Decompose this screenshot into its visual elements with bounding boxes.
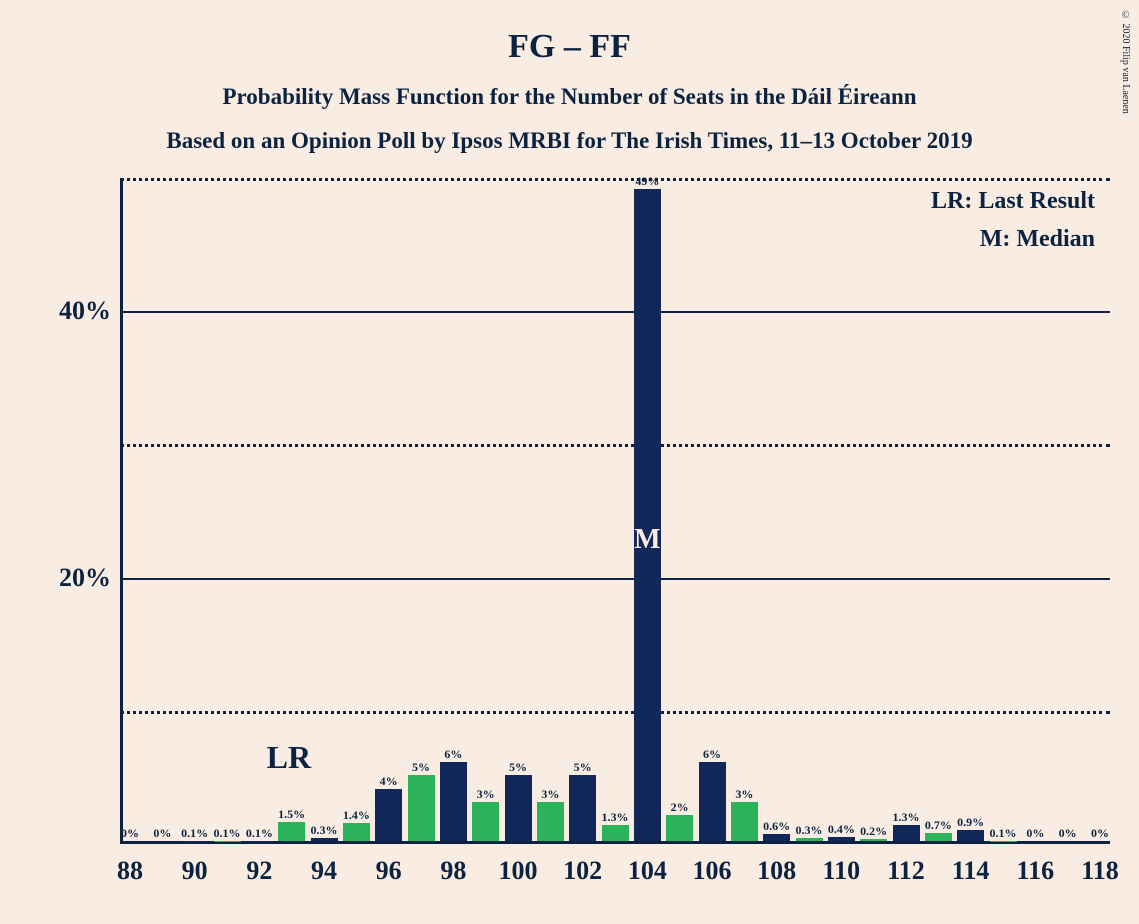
bar-value-label: 5%	[509, 760, 527, 775]
bar-value-label: 49%	[635, 174, 659, 189]
x-axis-label: 90	[182, 856, 208, 886]
bar-value-label: 3%	[735, 787, 753, 802]
bar-value-label: 0.2%	[860, 824, 887, 839]
bar	[505, 775, 532, 841]
bar-value-label: 0%	[1026, 826, 1044, 841]
gridline-minor	[120, 711, 1110, 714]
bar-value-label: 5%	[574, 760, 592, 775]
gridline-minor	[120, 444, 1110, 447]
bar	[634, 189, 661, 841]
bar	[472, 802, 499, 841]
bar	[763, 834, 790, 841]
y-axis-label: 20%	[59, 563, 111, 593]
bar	[666, 815, 693, 841]
bar-value-label: 0.1%	[990, 826, 1017, 841]
bar	[957, 830, 984, 841]
bar-value-label: 0%	[1059, 826, 1077, 841]
x-axis	[120, 841, 1110, 844]
bar	[537, 802, 564, 841]
legend-median: M: Median	[980, 226, 1095, 253]
x-axis-label: 112	[887, 856, 925, 886]
chart-subtitle: Probability Mass Function for the Number…	[0, 66, 1139, 110]
bar-value-label: 0.4%	[828, 822, 855, 837]
bar-value-label: 6%	[703, 747, 721, 762]
bar	[602, 825, 629, 841]
bar	[440, 762, 467, 841]
gridline-major	[120, 311, 1110, 313]
bar-value-label: 0.1%	[214, 826, 241, 841]
bar-value-label: 0.6%	[763, 819, 790, 834]
x-axis-label: 88	[117, 856, 143, 886]
bar-value-label: 1.3%	[893, 810, 920, 825]
bar-value-label: 0%	[1091, 826, 1109, 841]
bar	[278, 822, 305, 841]
bar	[569, 775, 596, 841]
bar-value-label: 2%	[671, 800, 689, 815]
chart-title: FG – FF	[0, 0, 1139, 66]
y-axis-label: 40%	[59, 296, 111, 326]
x-axis-label: 102	[563, 856, 602, 886]
gridline-major	[120, 578, 1110, 580]
bar-value-label: 0.7%	[925, 818, 952, 833]
gridline-minor	[120, 178, 1110, 181]
x-axis-label: 94	[311, 856, 337, 886]
x-axis-label: 104	[628, 856, 667, 886]
x-axis-label: 106	[693, 856, 732, 886]
bar-value-label: 1.3%	[602, 810, 629, 825]
x-axis-label: 118	[1081, 856, 1119, 886]
bar-value-label: 0.9%	[957, 815, 984, 830]
last-result-marker: LR	[267, 739, 311, 776]
bar	[925, 833, 952, 841]
legend-last-result: LR: Last Result	[931, 188, 1095, 215]
bar	[408, 775, 435, 841]
bar	[828, 837, 855, 841]
bar	[796, 838, 823, 841]
x-axis-label: 96	[376, 856, 402, 886]
bar	[731, 802, 758, 841]
bar	[860, 839, 887, 841]
bar-value-label: 0.1%	[181, 826, 208, 841]
x-axis-label: 110	[823, 856, 861, 886]
bar	[375, 789, 402, 841]
bar-value-label: 0.3%	[311, 823, 338, 838]
bar-value-label: 4%	[380, 774, 398, 789]
bar-value-label: 0.1%	[246, 826, 273, 841]
x-axis-label: 92	[246, 856, 272, 886]
bar	[893, 825, 920, 841]
chart-subtitle-source: Based on an Opinion Poll by Ipsos MRBI f…	[0, 110, 1139, 154]
x-axis-label: 100	[499, 856, 538, 886]
bar-value-label: 0%	[153, 826, 171, 841]
x-axis-label: 116	[1017, 856, 1055, 886]
bar-value-label: 6%	[444, 747, 462, 762]
y-axis	[120, 178, 123, 844]
bar-value-label: 3%	[541, 787, 559, 802]
bar-value-label: 1.4%	[343, 808, 370, 823]
copyright-text: © 2020 Filip van Laenen	[1120, 10, 1131, 114]
bar-value-label: 3%	[477, 787, 495, 802]
bar	[311, 838, 338, 841]
bar-value-label: 5%	[412, 760, 430, 775]
bar-value-label: 0.3%	[796, 823, 823, 838]
x-axis-label: 98	[440, 856, 466, 886]
bar-value-label: 0%	[121, 826, 139, 841]
x-axis-label: 108	[757, 856, 796, 886]
x-axis-label: 114	[952, 856, 990, 886]
bar	[343, 823, 370, 841]
median-marker: M	[634, 524, 660, 556]
bar	[699, 762, 726, 841]
bar-value-label: 1.5%	[278, 807, 305, 822]
